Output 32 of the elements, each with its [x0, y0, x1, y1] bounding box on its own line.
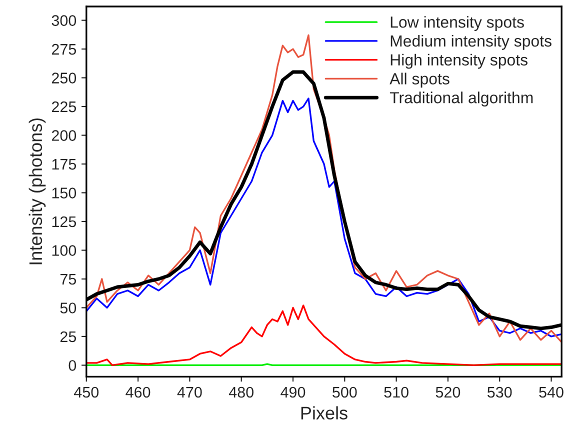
y-tick-label: 175: [52, 159, 76, 170]
legend-label: Medium intensity spots: [390, 34, 552, 50]
legend-label: High intensity spots: [390, 54, 528, 69]
x-tick-label: 450: [74, 386, 99, 398]
y-tick-label: 100: [52, 245, 76, 256]
line-series: [86, 34, 562, 344]
y-tick-label: 250: [52, 72, 76, 84]
y-tick-label: 225: [52, 101, 76, 112]
y-tick-label: 75: [60, 274, 76, 285]
y-tick-label: 300: [52, 15, 76, 26]
legend-label: Traditional algorithm: [390, 92, 533, 106]
x-tick-label: 510: [384, 386, 408, 398]
x-tick-label: 470: [177, 386, 202, 398]
y-tick-label: 0: [68, 360, 76, 371]
y-tick-label: 50: [60, 302, 76, 314]
y-tick-label: 200: [52, 130, 76, 141]
x-tick-label: 530: [487, 386, 512, 398]
x-tick-label: 540: [539, 386, 564, 398]
x-tick-label: 480: [228, 386, 254, 398]
y-tick-label: 125: [52, 216, 76, 228]
x-tick-label: 490: [280, 386, 306, 398]
x-tick-label: 460: [126, 386, 150, 398]
legend-label: Low intensity spots: [390, 16, 524, 31]
y-tick-label: 150: [52, 188, 76, 198]
line-series: [86, 304, 562, 366]
y-tick-label: 25: [60, 331, 76, 342]
x-axis-title: Pixels: [301, 406, 348, 420]
legend-label: All spots: [390, 72, 450, 88]
y-tick-label: 275: [52, 44, 76, 55]
x-tick-label: 500: [332, 386, 357, 398]
x-tick-label: 520: [436, 386, 460, 398]
y-axis-title: Intensity (photons): [28, 118, 46, 264]
